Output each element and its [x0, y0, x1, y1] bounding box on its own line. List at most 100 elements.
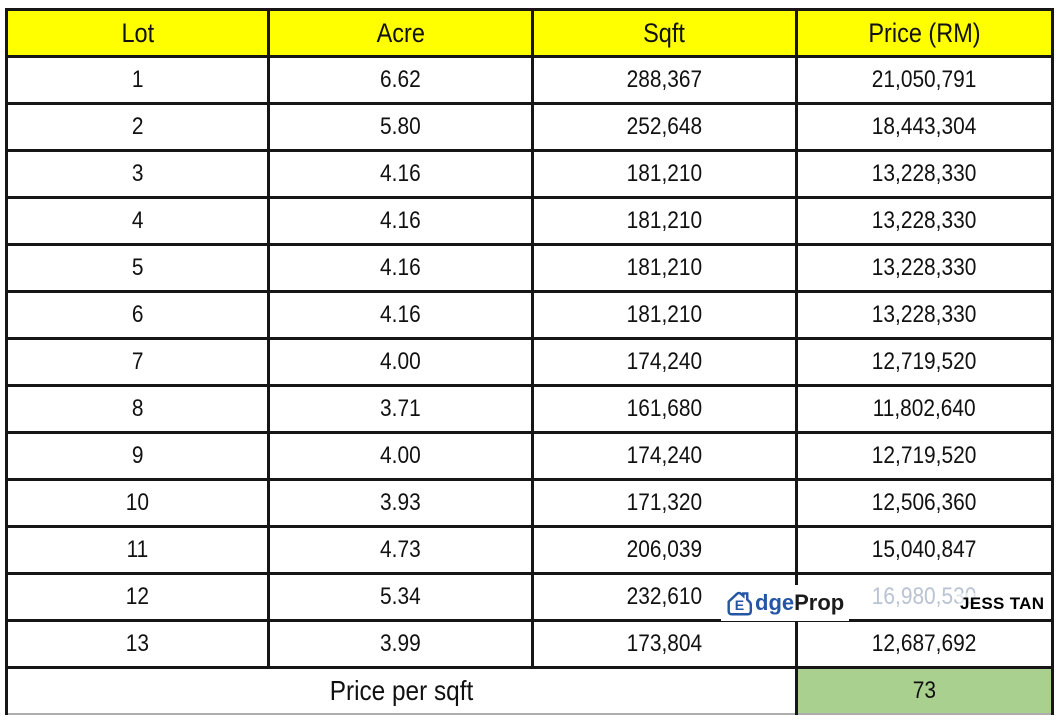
sqft-value: 173,804: [626, 630, 703, 657]
sqft-cell: 181,210: [531, 149, 798, 199]
acre-value: 3.71: [380, 395, 421, 422]
price-cell: 12,719,520: [795, 337, 1054, 387]
price-cell: 21,050,791: [795, 55, 1054, 105]
table-row: 9 4.00 174,240 12,719,520: [5, 431, 1054, 481]
logo-text-prop: Prop: [794, 590, 845, 615]
lot-value: 5: [131, 254, 144, 281]
price-value: 12,687,692: [872, 630, 977, 657]
price-value: 11,802,640: [873, 395, 976, 422]
price-per-sqft-label: Price per sqft: [329, 675, 474, 706]
acre-value: 5.34: [380, 583, 421, 610]
price-table: Lot Acre Sqft Price (RM) 1 6.62 288,367 …: [5, 8, 1054, 715]
sqft-cell: 288,367: [531, 55, 798, 105]
column-header-acre: Acre: [267, 8, 534, 58]
lot-cell: 5: [5, 243, 270, 293]
sqft-value: 288,367: [626, 66, 703, 93]
sqft-value: 174,240: [626, 348, 703, 375]
lot-cell: 2: [5, 102, 270, 152]
table-row: 1 6.62 288,367 21,050,791: [5, 55, 1054, 105]
sqft-cell: 181,210: [531, 196, 798, 246]
logo-letter: E: [735, 597, 744, 613]
table-row: 3 4.16 181,210 13,228,330: [5, 149, 1054, 199]
price-cell: 13,228,330: [795, 196, 1054, 246]
price-value: 12,719,520: [872, 348, 977, 375]
price-value: 13,228,330: [872, 207, 977, 234]
footer-row: Price per sqft 73: [5, 666, 1054, 715]
table-row: 2 5.80 252,648 18,443,304: [5, 102, 1054, 152]
lot-value: 8: [131, 395, 144, 422]
table-row: 10 3.93 171,320 12,506,360: [5, 478, 1054, 528]
lot-value: 3: [131, 160, 144, 187]
acre-cell: 6.62: [267, 55, 534, 105]
table-row: 8 3.71 161,680 11,802,640: [5, 384, 1054, 434]
table-row: 7 4.00 174,240 12,719,520: [5, 337, 1054, 387]
acre-cell: 3.93: [267, 478, 534, 528]
logo-text-edge: dge: [755, 590, 795, 615]
table-row: 6 4.16 181,210 13,228,330: [5, 290, 1054, 340]
acre-value: 4.16: [380, 160, 421, 187]
sqft-cell: 174,240: [531, 337, 798, 387]
acre-cell: 4.00: [267, 337, 534, 387]
sqft-value: 171,320: [626, 489, 703, 516]
price-value: 21,050,791: [872, 66, 977, 93]
price-per-sqft-value: 73: [912, 677, 937, 704]
column-header-lot: Lot: [5, 8, 270, 58]
sqft-value: 252,648: [626, 113, 703, 140]
edgeprop-logo: E dgeProp: [721, 585, 850, 621]
table-row: 5 4.16 181,210 13,228,330: [5, 243, 1054, 293]
sqft-cell: 206,039: [531, 525, 798, 575]
sqft-value: 181,210: [626, 207, 703, 234]
sqft-cell: 174,240: [531, 431, 798, 481]
column-header-sqft-label: Sqft: [643, 17, 686, 48]
sqft-value: 161,680: [626, 395, 703, 422]
price-value: 12,719,520: [872, 442, 977, 469]
sqft-cell: 181,210: [531, 290, 798, 340]
sqft-cell: 181,210: [531, 243, 798, 293]
acre-cell: 4.16: [267, 243, 534, 293]
price-cell: 13,228,330: [795, 149, 1054, 199]
acre-cell: 5.80: [267, 102, 534, 152]
price-cell: 15,040,847: [795, 525, 1054, 575]
acre-value: 4.16: [380, 301, 421, 328]
lot-value: 1: [131, 66, 144, 93]
acre-value: 4.16: [380, 207, 421, 234]
table-row: 13 3.99 173,804 12,687,692: [5, 619, 1054, 669]
price-value: 13,228,330: [872, 160, 977, 187]
price-value: 15,040,847: [872, 536, 977, 563]
lot-value: 7: [131, 348, 144, 375]
sqft-value: 181,210: [626, 160, 703, 187]
lot-cell: 8: [5, 384, 270, 434]
table-row: 4 4.16 181,210 13,228,330: [5, 196, 1054, 246]
footer-label-cell: Price per sqft: [5, 666, 798, 715]
price-cell: 12,506,360: [795, 478, 1054, 528]
price-cell: 13,228,330: [795, 290, 1054, 340]
price-cell: 18,443,304: [795, 102, 1054, 152]
acre-cell: 4.00: [267, 431, 534, 481]
lot-cell: 9: [5, 431, 270, 481]
sqft-value: 174,240: [626, 442, 703, 469]
lot-value: 2: [131, 113, 144, 140]
lot-value: 12: [125, 583, 150, 610]
lot-cell: 11: [5, 525, 270, 575]
price-value: 18,443,304: [872, 113, 977, 140]
sqft-value: 181,210: [626, 301, 703, 328]
sqft-cell: 161,680: [531, 384, 798, 434]
lot-value: 6: [131, 301, 144, 328]
column-header-price: Price (RM): [795, 8, 1054, 58]
price-value: 13,228,330: [872, 301, 977, 328]
sqft-value: 206,039: [626, 536, 703, 563]
acre-value: 3.99: [380, 630, 421, 657]
price-cell: 13,228,330: [795, 243, 1054, 293]
acre-cell: 5.34: [267, 572, 534, 622]
lot-cell: 7: [5, 337, 270, 387]
lot-value: 11: [126, 536, 149, 563]
lot-cell: 13: [5, 619, 270, 669]
acre-value: 4.73: [380, 536, 421, 563]
sqft-value: 181,210: [626, 254, 703, 281]
lot-cell: 4: [5, 196, 270, 246]
sqft-value: 232,610: [626, 583, 703, 610]
lot-cell: 3: [5, 149, 270, 199]
price-cell: 12,687,692: [795, 619, 1054, 669]
price-value: 13,228,330: [872, 254, 977, 281]
